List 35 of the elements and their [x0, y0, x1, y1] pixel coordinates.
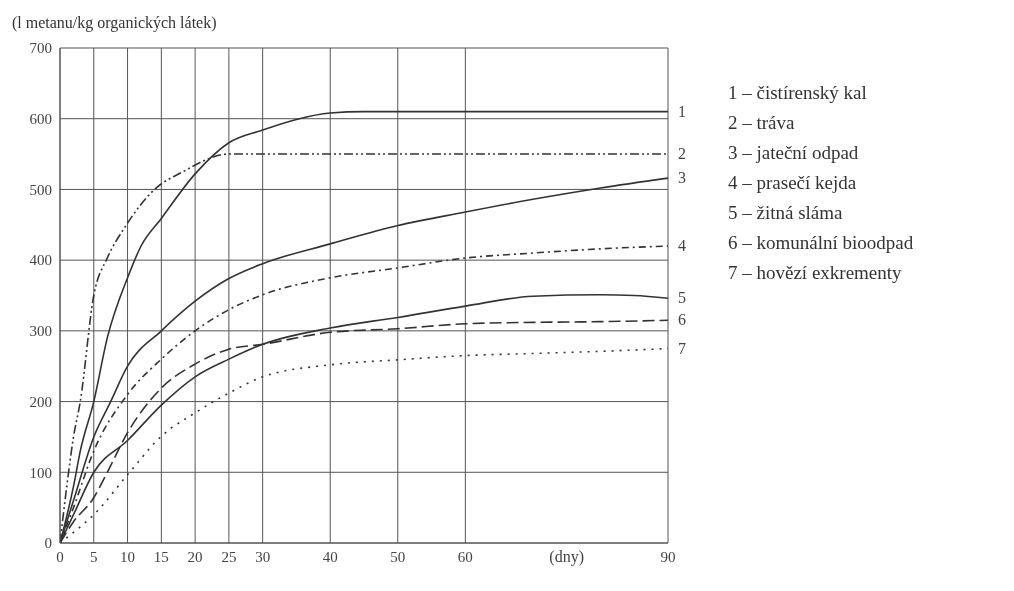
x-tick-label: 90: [660, 548, 676, 565]
y-tick-label: 300: [29, 323, 52, 340]
text: 3 – jateční odpad: [728, 141, 860, 165]
x-tick-label: 0: [56, 548, 64, 565]
y-tick-label: 0: [44, 535, 52, 552]
x-tick-label: 60: [457, 548, 473, 565]
y-axis-title: (l metanu/kg organických látek): [12, 14, 217, 32]
x-tick-label: 25: [221, 548, 237, 565]
series-label: 6: [678, 310, 686, 331]
series-label: 3: [678, 168, 686, 189]
x-tick-label: 30: [255, 548, 271, 565]
y-tick-label: 100: [29, 464, 52, 481]
series-label: 7: [678, 338, 686, 359]
x-tick-label: 20: [187, 548, 203, 565]
text: 1 – čistírenský kal: [728, 81, 868, 105]
x-tick-label: 50: [390, 548, 406, 565]
series-label: 5: [678, 288, 686, 309]
text: 7 – hovězí exkrementy: [728, 261, 903, 285]
y-tick-label: 600: [29, 111, 52, 128]
text: 5 – žitná sláma: [728, 201, 844, 225]
x-tick-label: 10: [120, 548, 136, 565]
text: 6 – komunální bioodpad: [728, 231, 914, 255]
x-tick-label: 15: [153, 548, 169, 565]
y-tick-label: 400: [29, 252, 52, 269]
y-tick-label: 700: [29, 40, 52, 57]
text: 4 – prasečí kejda: [728, 171, 858, 195]
y-tick-label: 500: [29, 181, 52, 198]
series-label: 1: [678, 101, 686, 122]
x-axis-title: (dny): [548, 548, 585, 566]
series-label: 4: [678, 236, 686, 256]
x-tick-label: 5: [90, 548, 98, 565]
x-tick-label: 40: [322, 548, 338, 565]
text: 2 – tráva: [728, 111, 796, 135]
series-label: 2: [678, 144, 686, 165]
y-tick-label: 200: [29, 393, 52, 410]
